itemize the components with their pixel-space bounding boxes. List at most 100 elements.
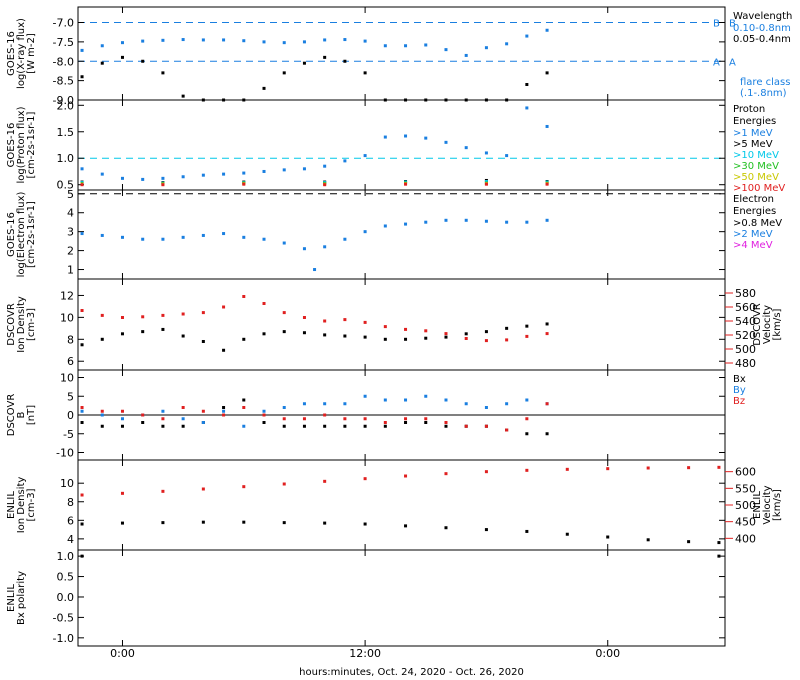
data-point <box>424 43 428 47</box>
data-point <box>141 315 145 319</box>
data-point <box>141 330 145 334</box>
data-point <box>565 467 569 471</box>
data-point <box>222 413 226 417</box>
legend-entry: >0.8 MeV <box>733 218 782 229</box>
y-tick-label: 6 <box>67 355 74 368</box>
data-point <box>404 134 408 138</box>
y-tick-label: -1.0 <box>53 632 74 645</box>
data-point <box>120 417 124 421</box>
data-point <box>505 402 509 406</box>
data-point <box>363 394 367 398</box>
data-point <box>242 398 246 402</box>
data-point <box>181 94 185 98</box>
data-point <box>222 406 226 409</box>
right-y-axis-label: ENLIL <box>752 491 763 519</box>
data-point <box>161 237 165 241</box>
data-point <box>545 322 549 326</box>
panel-proton: 0.5 1.0 1.5 2.0 GOES-16 log(Proton flux) [cm-2… <box>6 99 785 194</box>
data-point <box>424 220 428 224</box>
y-tick-label: 1 <box>67 264 74 277</box>
legend-entry: >50 MeV <box>733 172 779 183</box>
data-point <box>222 232 226 236</box>
data-point <box>525 398 529 402</box>
data-point <box>363 477 367 481</box>
data-point <box>343 417 347 421</box>
data-point <box>242 424 246 428</box>
data-point <box>545 432 549 436</box>
panel-frame <box>77 189 726 280</box>
data-point <box>444 140 448 144</box>
data-point <box>141 177 145 181</box>
data-point <box>100 44 104 48</box>
series-enlil_plasma-velocity <box>80 465 721 497</box>
data-point <box>545 71 549 75</box>
y-tick-label: 8 <box>67 333 74 346</box>
data-point <box>302 417 306 421</box>
data-point <box>484 470 488 474</box>
data-point <box>363 522 367 526</box>
data-point <box>444 421 448 424</box>
y-tick-label: -8.5 <box>53 75 74 88</box>
y-axis-label: DSCOVR <box>6 303 17 346</box>
data-point <box>404 421 408 424</box>
reference-line-label: B <box>713 19 720 30</box>
data-point <box>201 38 205 42</box>
data-point <box>343 318 347 322</box>
data-point <box>404 398 408 402</box>
data-point <box>120 316 124 319</box>
data-point <box>80 48 84 52</box>
data-point <box>646 466 650 470</box>
series-xray-0-10-0-8nm <box>80 28 549 57</box>
data-point <box>120 491 124 495</box>
panel-frame <box>77 459 726 551</box>
series-dscovr_plasma-velocity <box>80 295 549 343</box>
data-point <box>404 337 408 341</box>
data-point <box>363 39 367 43</box>
data-point <box>282 406 286 409</box>
y-axis-label: DSCOVR <box>6 394 17 437</box>
y-tick-label: 10 <box>60 311 74 324</box>
data-point <box>161 176 165 180</box>
data-point <box>606 535 610 539</box>
data-point <box>444 424 448 428</box>
data-point <box>161 489 165 493</box>
panel-frame <box>77 278 726 371</box>
data-point <box>302 167 306 171</box>
data-point <box>120 521 124 525</box>
y-tick-label: 5 <box>67 390 74 403</box>
data-point <box>343 237 347 241</box>
data-point <box>201 520 205 524</box>
data-point <box>444 398 448 402</box>
data-point <box>242 235 246 239</box>
reference-line-label: A <box>729 57 736 68</box>
data-point <box>424 421 428 424</box>
data-point <box>181 312 185 316</box>
data-point <box>80 232 84 236</box>
y-axis-label: B <box>16 411 27 418</box>
data-point <box>120 424 124 428</box>
data-point <box>282 311 286 315</box>
data-point <box>141 421 145 424</box>
data-point <box>161 409 165 413</box>
data-point <box>161 38 165 42</box>
panel-electron: 1 2 3 4 5 GOES-16 log(Electron flux) [cm-2s-1sr… <box>6 188 782 280</box>
y-axis-label: [cm-3] <box>26 308 37 341</box>
data-point <box>323 413 327 417</box>
data-point <box>545 218 549 222</box>
legend-entry: >10 MeV <box>733 150 779 161</box>
data-point <box>80 406 84 409</box>
data-point <box>141 413 145 417</box>
data-point <box>363 154 367 158</box>
y-tick-label: -5 <box>63 428 74 441</box>
data-point <box>363 320 367 324</box>
data-point <box>262 421 266 424</box>
right-y-tick-label: 400 <box>735 532 756 545</box>
data-point <box>505 42 509 46</box>
data-point <box>302 402 306 406</box>
data-point <box>545 402 549 406</box>
y-tick-label: -7.0 <box>53 17 74 30</box>
y-tick-label: 4 <box>67 207 74 220</box>
flare-class-label: (.1-.8nm) <box>740 88 787 99</box>
